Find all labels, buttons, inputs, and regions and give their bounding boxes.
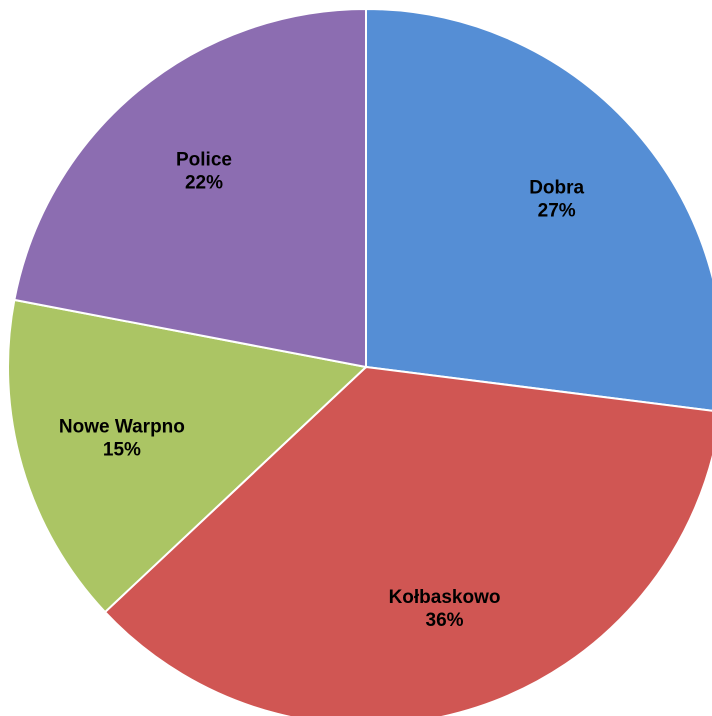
slice-label-nowe-warpno: Nowe Warpno — [59, 416, 185, 437]
slice-value-kolbaskowo: 36% — [426, 610, 464, 631]
pie-slices — [7, 7, 712, 716]
slice-label-police: Police — [176, 150, 232, 171]
pie-slice-kolbaskowo — [103, 365, 712, 716]
pie-slice-police — [13, 7, 367, 369]
slice-value-police: 22% — [185, 173, 223, 194]
slice-label-dobra: Dobra — [529, 177, 584, 198]
slice-value-nowe-warpno: 15% — [103, 439, 141, 460]
pie-slice-nowe-warpno — [7, 298, 369, 614]
pie-slice-dobra — [365, 7, 712, 412]
slice-value-dobra: 27% — [538, 200, 576, 221]
slice-label-kolbaskowo: Kołbaskowo — [389, 587, 501, 608]
